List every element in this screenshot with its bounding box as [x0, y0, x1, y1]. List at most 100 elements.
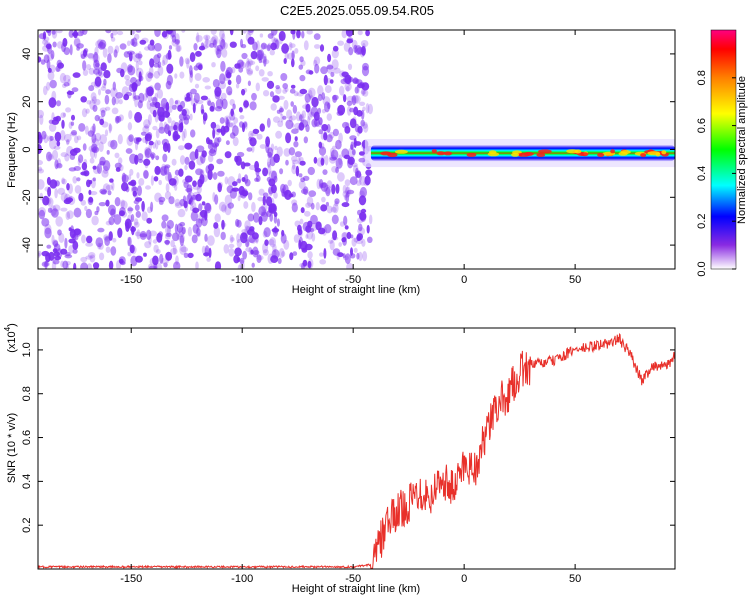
noise-speckle [73, 228, 82, 237]
noise-speckle [326, 113, 332, 121]
noise-speckle [298, 180, 306, 190]
noise-speckle [144, 148, 152, 158]
x-tick-label: -100 [231, 274, 253, 286]
noise-speckle [114, 162, 122, 169]
noise-speckle [288, 41, 293, 51]
noise-speckle [87, 196, 94, 206]
noise-speckle [184, 57, 191, 65]
noise-speckle [343, 194, 348, 201]
noise-speckle [76, 31, 84, 37]
noise-speckle [246, 147, 253, 152]
noise-speckle [61, 177, 65, 185]
noise-speckle [163, 262, 168, 268]
noise-speckle [292, 251, 298, 256]
noise-speckle [107, 45, 114, 55]
noise-speckle [179, 244, 187, 255]
noise-speckle [304, 93, 311, 103]
noise-speckle [72, 248, 78, 254]
noise-speckle [202, 77, 210, 83]
noise-speckle [189, 205, 195, 212]
noise-speckle [298, 122, 305, 131]
noise-speckle [147, 72, 154, 79]
noise-speckle [92, 165, 97, 170]
noise-speckle [268, 239, 275, 246]
noise-speckle [355, 239, 363, 245]
noise-speckle [198, 203, 203, 212]
noise-speckle [219, 117, 225, 124]
noise-speckle [85, 208, 92, 219]
noise-speckle [347, 157, 354, 169]
noise-speckle [220, 231, 226, 241]
noise-speckle [118, 99, 123, 105]
noise-speckle [69, 44, 73, 56]
noise-speckle [294, 136, 298, 142]
noise-speckle [67, 89, 72, 99]
noise-speckle [126, 40, 131, 47]
noise-speckle [97, 115, 104, 122]
noise-speckle [195, 99, 204, 105]
noise-speckle [135, 53, 143, 59]
noise-speckle [68, 121, 73, 129]
noise-speckle [318, 179, 324, 189]
noise-speckle [52, 239, 59, 247]
noise-speckle [147, 206, 153, 214]
noise-speckle [262, 192, 269, 198]
noise-speckle [160, 97, 168, 109]
noise-speckle [310, 214, 318, 225]
noise-speckle [147, 263, 153, 269]
noise-speckle [348, 47, 354, 56]
noise-speckle [258, 69, 265, 77]
noise-speckle [270, 255, 279, 263]
noise-speckle [62, 83, 67, 89]
noise-speckle [137, 51, 142, 61]
noise-speckle [174, 100, 179, 105]
noise-speckle [56, 163, 63, 169]
noise-speckle [236, 233, 241, 243]
noise-speckle [307, 87, 316, 99]
noise-speckle [72, 240, 79, 250]
noise-speckle [85, 108, 90, 114]
noise-speckle [38, 207, 46, 217]
noise-speckle [325, 201, 329, 207]
noise-speckle [286, 109, 293, 119]
noise-speckle [335, 183, 340, 194]
noise-speckle [131, 37, 138, 47]
noise-speckle [91, 96, 97, 104]
noise-speckle [313, 56, 321, 66]
noise-speckle [303, 260, 309, 269]
noise-speckle [273, 153, 280, 163]
x-tick-label: 50 [569, 573, 581, 585]
noise-speckle [305, 234, 309, 239]
noise-speckle [332, 128, 339, 137]
noise-speckle [195, 168, 203, 176]
figure-title: C2E5.2025.055.09.54.R05 [280, 3, 434, 18]
noise-speckle [153, 70, 160, 79]
y-tick-label: 0.8 [21, 386, 33, 401]
noise-speckle [342, 253, 346, 259]
noise-speckle [283, 99, 289, 110]
noise-speckle [60, 152, 68, 158]
noise-speckle [266, 44, 271, 52]
noise-speckle [88, 85, 95, 92]
noise-speckle [213, 222, 219, 229]
noise-speckle [201, 109, 205, 114]
noise-speckle [186, 92, 191, 98]
noise-speckle [259, 144, 267, 149]
noise-speckle [320, 155, 326, 162]
noise-speckle [174, 169, 180, 176]
noise-speckle [107, 140, 115, 148]
noise-speckle [164, 164, 171, 169]
noise-speckle [250, 249, 254, 255]
noise-speckle [320, 157, 325, 166]
noise-speckle [210, 101, 216, 112]
noise-speckle [292, 104, 298, 114]
noise-speckle [89, 191, 98, 196]
noise-speckle [38, 250, 42, 257]
noise-speckle [321, 109, 326, 114]
noise-speckle [344, 179, 351, 187]
noise-speckle [220, 38, 226, 50]
noise-speckle [111, 96, 116, 106]
noise-speckle [262, 242, 269, 254]
noise-speckle [350, 144, 354, 150]
x-tick-label: -150 [120, 573, 142, 585]
